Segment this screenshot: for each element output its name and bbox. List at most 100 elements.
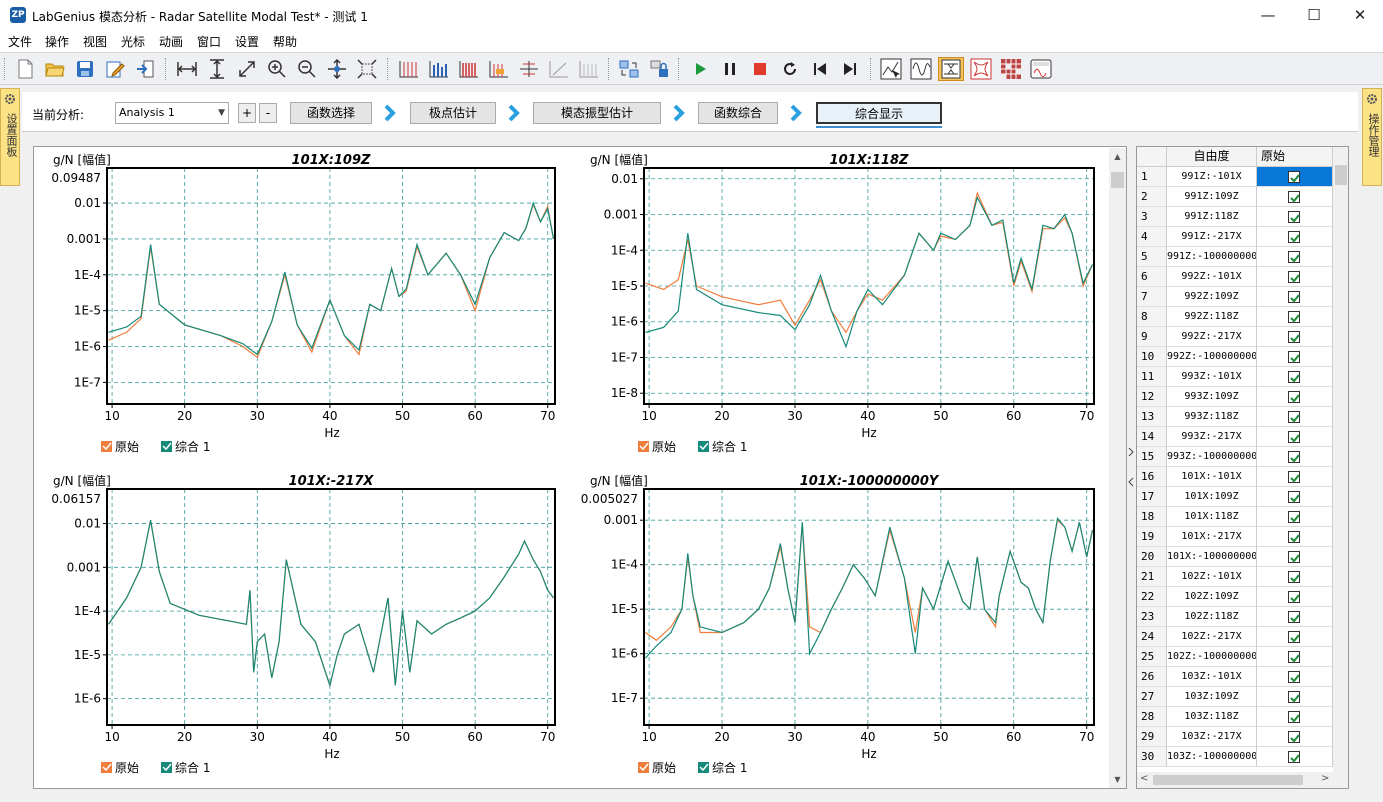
step-function-select[interactable]: 函数选择 bbox=[290, 102, 372, 124]
table-row[interactable]: 18 101X:118Z bbox=[1137, 507, 1333, 527]
original-checkbox[interactable] bbox=[1288, 591, 1300, 603]
original-cell[interactable] bbox=[1257, 587, 1333, 607]
original-checkbox[interactable] bbox=[1288, 371, 1300, 383]
table-row[interactable]: 4 991Z:-217X bbox=[1137, 227, 1333, 247]
zoom-out-icon[interactable] bbox=[294, 57, 320, 81]
original-cell[interactable] bbox=[1257, 667, 1333, 687]
open-folder-icon[interactable] bbox=[42, 57, 68, 81]
dof-cell[interactable]: 102Z:109Z bbox=[1167, 587, 1257, 607]
grid-style-1-icon[interactable] bbox=[396, 57, 422, 81]
matrix-icon[interactable] bbox=[998, 57, 1024, 81]
legend-checkbox[interactable] bbox=[161, 762, 172, 773]
table-row[interactable]: 6 992Z:-101X bbox=[1137, 267, 1333, 287]
dof-cell[interactable]: 993Z:-101X bbox=[1167, 367, 1257, 387]
grid-style-5-icon[interactable] bbox=[516, 57, 542, 81]
dof-cell[interactable]: 992Z:109Z bbox=[1167, 287, 1257, 307]
original-checkbox[interactable] bbox=[1288, 171, 1300, 183]
grid-style-3-icon[interactable] bbox=[456, 57, 482, 81]
dof-cell[interactable]: 992Z:-101X bbox=[1167, 267, 1257, 287]
zoom-xy-icon[interactable] bbox=[234, 57, 260, 81]
table-row[interactable]: 5 991Z:-100000000Y bbox=[1137, 247, 1333, 267]
menu-window[interactable]: 窗口 bbox=[197, 35, 222, 49]
grid-header-dof[interactable]: 自由度 bbox=[1167, 147, 1257, 167]
original-cell[interactable] bbox=[1257, 427, 1333, 447]
close-button[interactable]: ✕ bbox=[1353, 6, 1367, 24]
table-row[interactable]: 1 991Z:-101X bbox=[1137, 167, 1333, 187]
dof-cell[interactable]: 101X:-217X bbox=[1167, 527, 1257, 547]
step-mode-shape-estimate[interactable]: 模态振型估计 bbox=[533, 102, 661, 124]
original-cell[interactable] bbox=[1257, 687, 1333, 707]
original-cell[interactable] bbox=[1257, 247, 1333, 267]
dof-cell[interactable]: 993Z:-100000000Y bbox=[1167, 447, 1257, 467]
original-cell[interactable] bbox=[1257, 547, 1333, 567]
dof-cell[interactable]: 992Z:-100000000Y bbox=[1167, 347, 1257, 367]
original-cell[interactable] bbox=[1257, 347, 1333, 367]
loop-icon[interactable] bbox=[777, 57, 803, 81]
menu-animation[interactable]: 动画 bbox=[159, 35, 184, 49]
table-row[interactable]: 22 102Z:109Z bbox=[1137, 587, 1333, 607]
pause-icon[interactable] bbox=[717, 57, 743, 81]
original-checkbox[interactable] bbox=[1288, 311, 1300, 323]
dof-cell[interactable]: 993Z:-217X bbox=[1167, 427, 1257, 447]
table-row[interactable]: 12 993Z:109Z bbox=[1137, 387, 1333, 407]
original-cell[interactable] bbox=[1257, 307, 1333, 327]
dof-cell[interactable]: 991Z:-101X bbox=[1167, 167, 1257, 187]
original-checkbox[interactable] bbox=[1288, 351, 1300, 363]
original-checkbox[interactable] bbox=[1288, 271, 1300, 283]
original-checkbox[interactable] bbox=[1288, 571, 1300, 583]
table-row[interactable]: 27 103Z:109Z bbox=[1137, 687, 1333, 707]
legend-checkbox[interactable] bbox=[638, 762, 649, 773]
original-cell[interactable] bbox=[1257, 367, 1333, 387]
table-row[interactable]: 23 102Z:118Z bbox=[1137, 607, 1333, 627]
dof-cell[interactable]: 103Z:-100000000Y bbox=[1167, 747, 1257, 767]
original-checkbox[interactable] bbox=[1288, 451, 1300, 463]
original-cell[interactable] bbox=[1257, 467, 1333, 487]
original-cell[interactable] bbox=[1257, 207, 1333, 227]
zoom-in-icon[interactable] bbox=[264, 57, 290, 81]
grid-style-2-icon[interactable] bbox=[426, 57, 452, 81]
table-row[interactable]: 26 103Z:-101X bbox=[1137, 667, 1333, 687]
original-cell[interactable] bbox=[1257, 727, 1333, 747]
legend-checkbox[interactable] bbox=[638, 441, 649, 452]
menu-help[interactable]: 帮助 bbox=[273, 35, 298, 49]
maximize-button[interactable]: ☐ bbox=[1307, 6, 1321, 24]
scroll-right-icon[interactable]: > bbox=[1321, 773, 1330, 784]
new-file-icon[interactable] bbox=[12, 57, 38, 81]
legend-checkbox[interactable] bbox=[101, 762, 112, 773]
fit-frame-icon[interactable] bbox=[938, 57, 964, 81]
step-pole-estimate[interactable]: 极点估计 bbox=[410, 102, 496, 124]
original-checkbox[interactable] bbox=[1288, 431, 1300, 443]
scroll-up-icon[interactable]: ▲ bbox=[1114, 152, 1121, 161]
original-checkbox[interactable] bbox=[1288, 191, 1300, 203]
dof-cell[interactable]: 991Z:-100000000Y bbox=[1167, 247, 1257, 267]
original-checkbox[interactable] bbox=[1288, 531, 1300, 543]
dof-cell[interactable]: 102Z:-100000000Y bbox=[1167, 647, 1257, 667]
table-row[interactable]: 16 101X:-101X bbox=[1137, 467, 1333, 487]
table-row[interactable]: 9 992Z:-217X bbox=[1137, 327, 1333, 347]
charts-canvas[interactable]: 10 20 30 40 50 60 70 0.01 0.001 1E-4 1E-5 1E-6 1E-7 0… bbox=[34, 147, 1109, 788]
original-cell[interactable] bbox=[1257, 747, 1333, 767]
original-cell[interactable] bbox=[1257, 167, 1333, 187]
dof-cell[interactable]: 103Z:-217X bbox=[1167, 727, 1257, 747]
grid-style-4-icon[interactable] bbox=[486, 57, 512, 81]
panel-splitter[interactable] bbox=[1127, 146, 1136, 789]
menu-cursor[interactable]: 光标 bbox=[121, 35, 146, 49]
original-cell[interactable] bbox=[1257, 387, 1333, 407]
step-synthesis-display[interactable]: 综合显示 bbox=[816, 102, 942, 124]
original-cell[interactable] bbox=[1257, 527, 1333, 547]
play-icon[interactable] bbox=[687, 57, 713, 81]
table-row[interactable]: 8 992Z:118Z bbox=[1137, 307, 1333, 327]
scroll-thumb[interactable] bbox=[1335, 165, 1347, 185]
step-back-icon[interactable] bbox=[807, 57, 833, 81]
menu-settings[interactable]: 设置 bbox=[235, 35, 260, 49]
original-checkbox[interactable] bbox=[1288, 491, 1300, 503]
menu-operate[interactable]: 操作 bbox=[45, 35, 70, 49]
original-cell[interactable] bbox=[1257, 607, 1333, 627]
legend-checkbox[interactable] bbox=[161, 441, 172, 452]
dof-cell[interactable]: 991Z:109Z bbox=[1167, 187, 1257, 207]
zoom-y-icon[interactable] bbox=[204, 57, 230, 81]
original-cell[interactable] bbox=[1257, 447, 1333, 467]
refresh-link-icon[interactable] bbox=[616, 57, 642, 81]
table-row[interactable]: 20 101X:-100000000Y bbox=[1137, 547, 1333, 567]
dof-cell[interactable]: 103Z:118Z bbox=[1167, 707, 1257, 727]
